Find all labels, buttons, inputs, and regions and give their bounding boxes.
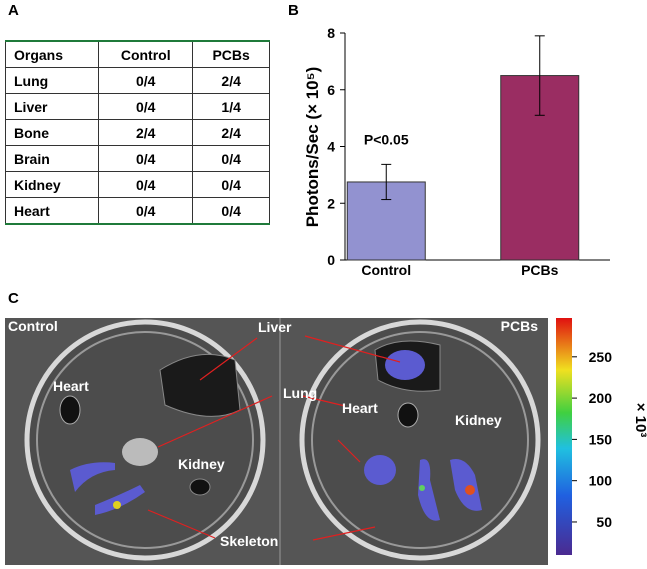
panel-label: C: [8, 290, 19, 307]
image-label: Heart: [342, 400, 378, 416]
signal: [385, 350, 425, 380]
image-label: Kidney: [178, 456, 225, 472]
table-cell: 0/4: [98, 171, 194, 198]
signal: [364, 455, 396, 485]
table-cell: Kidney: [4, 171, 100, 198]
signal: [113, 501, 121, 509]
image-label: Heart: [53, 378, 89, 394]
image-label: Kidney: [455, 412, 502, 428]
table-row: Brain 0/4 0/4: [4, 145, 270, 172]
table-cell: 0/4: [98, 67, 194, 94]
x-tick-label: PCBs: [521, 262, 559, 278]
signal: [418, 459, 440, 521]
table-cell: 2/4: [192, 119, 270, 146]
dish: [36, 331, 254, 549]
table-cell: 1/4: [192, 93, 270, 120]
leader-lines: [147, 335, 401, 541]
image-label: Liver: [258, 319, 292, 335]
y-tick-label: 2: [327, 195, 335, 211]
table-cell: Bone: [4, 119, 100, 146]
liver: [159, 353, 241, 417]
table-row: Lung 0/4 2/4: [4, 67, 270, 94]
colorbar-label: × 10³: [632, 403, 647, 438]
dish: [311, 331, 529, 549]
colorbar-tick-label: 50: [596, 514, 612, 530]
lung: [122, 438, 158, 466]
signal: [70, 462, 115, 492]
table-cell: Control: [98, 40, 194, 68]
y-tick-label: 0: [327, 252, 335, 268]
image-label: Control: [8, 318, 58, 334]
y-tick-label: 8: [327, 25, 335, 41]
table-cell: 0/4: [98, 93, 194, 120]
image-label: Lung: [283, 385, 317, 401]
table-cell: 0/4: [192, 197, 270, 225]
colorbar: [556, 318, 572, 555]
signal: [465, 485, 475, 495]
table-row: Kidney 0/4 0/4: [4, 171, 270, 198]
signal: [450, 459, 482, 511]
kidney: [189, 478, 211, 496]
table-row: Bone 2/4 2/4: [4, 119, 270, 146]
colorbar-tick-label: 200: [589, 390, 613, 406]
annotation: P<0.05: [364, 131, 409, 147]
heart: [59, 395, 81, 425]
y-tick-label: 6: [327, 82, 335, 98]
organ-table: Organs Control PCBs Lung 0/4 2/4 Liver 0/4 1/4 Bo…: [4, 40, 270, 225]
panel-label: B: [288, 2, 299, 19]
table-cell: 2/4: [192, 67, 270, 94]
image-label: Skeleton: [220, 533, 278, 549]
signal: [419, 485, 425, 491]
table-cell: 0/4: [192, 145, 270, 172]
table-cell: 0/4: [192, 171, 270, 198]
colorbar-tick-label: 250: [589, 349, 613, 365]
x-tick-label: Control: [361, 262, 411, 278]
image-label: PCBs: [501, 318, 539, 334]
heart: [397, 402, 419, 428]
signal: [95, 485, 145, 515]
y-tick-label: 4: [327, 139, 335, 155]
table-row: Heart 0/4 0/4: [4, 197, 270, 225]
table-cell: Organs: [4, 40, 100, 68]
table-cell: Brain: [4, 145, 100, 172]
table-cell: Lung: [4, 67, 100, 94]
colorbar-tick-label: 100: [589, 473, 613, 489]
table-cell: 0/4: [98, 145, 194, 172]
y-axis-label: Photons/Sec (× 10⁵): [303, 67, 322, 228]
colorbar-tick-label: 150: [589, 431, 613, 447]
table-cell: 0/4: [98, 197, 194, 225]
panel-label: A: [8, 2, 19, 19]
